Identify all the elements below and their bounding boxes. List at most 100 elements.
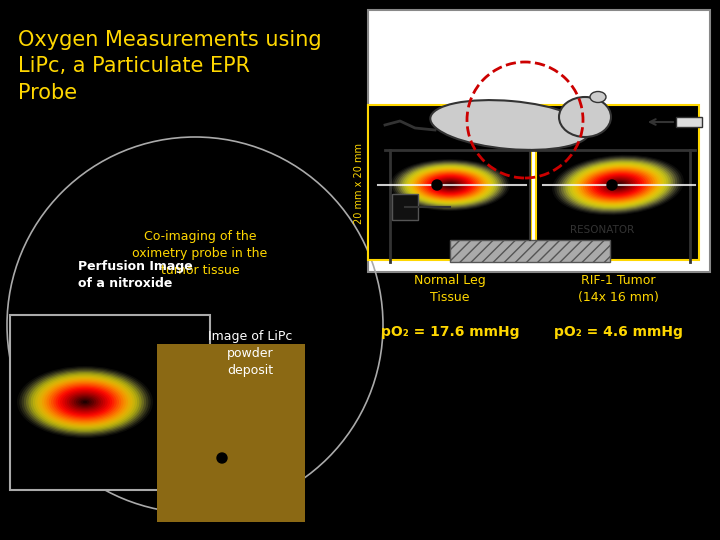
- Ellipse shape: [65, 391, 105, 413]
- Ellipse shape: [402, 164, 498, 206]
- Ellipse shape: [51, 384, 119, 420]
- Ellipse shape: [424, 174, 476, 196]
- Ellipse shape: [557, 157, 680, 213]
- Ellipse shape: [58, 388, 112, 416]
- Ellipse shape: [412, 168, 488, 201]
- Text: Normal Leg
Tissue: Normal Leg Tissue: [414, 274, 486, 304]
- Text: RESONATOR: RESONATOR: [570, 225, 634, 235]
- Ellipse shape: [19, 367, 150, 437]
- Ellipse shape: [609, 181, 627, 189]
- Ellipse shape: [554, 156, 682, 214]
- Ellipse shape: [440, 181, 460, 190]
- Ellipse shape: [78, 399, 92, 406]
- Ellipse shape: [448, 184, 452, 186]
- Ellipse shape: [414, 170, 486, 200]
- Ellipse shape: [438, 180, 462, 190]
- Ellipse shape: [394, 161, 506, 210]
- Ellipse shape: [33, 374, 137, 430]
- Ellipse shape: [390, 159, 510, 211]
- Ellipse shape: [406, 166, 494, 204]
- Circle shape: [432, 180, 442, 190]
- Text: RIF-1 Tumor
(14x 16 mm): RIF-1 Tumor (14x 16 mm): [577, 274, 658, 304]
- Bar: [157, 344, 305, 522]
- Text: Perfusion Image
of a nitroxide: Perfusion Image of a nitroxide: [78, 260, 193, 290]
- Ellipse shape: [565, 161, 671, 209]
- Ellipse shape: [428, 176, 472, 194]
- Ellipse shape: [442, 181, 458, 188]
- Ellipse shape: [607, 180, 629, 190]
- Ellipse shape: [592, 173, 644, 197]
- Ellipse shape: [574, 165, 662, 205]
- Ellipse shape: [410, 167, 490, 202]
- Ellipse shape: [53, 385, 117, 419]
- Ellipse shape: [55, 387, 114, 417]
- Ellipse shape: [578, 167, 657, 203]
- Ellipse shape: [67, 393, 103, 411]
- Ellipse shape: [28, 372, 142, 432]
- Ellipse shape: [40, 378, 130, 426]
- Ellipse shape: [69, 394, 101, 410]
- Ellipse shape: [580, 168, 655, 202]
- Ellipse shape: [431, 100, 590, 150]
- Text: Co-imaging of the
oximetry probe in the
tumor tissue: Co-imaging of the oximetry probe in the …: [132, 230, 268, 277]
- Ellipse shape: [613, 183, 622, 187]
- Ellipse shape: [430, 177, 470, 194]
- Ellipse shape: [600, 177, 636, 193]
- Text: pO₂ = 4.6 mmHg: pO₂ = 4.6 mmHg: [554, 325, 683, 339]
- Ellipse shape: [603, 178, 634, 192]
- Circle shape: [607, 180, 617, 190]
- Text: Oxygen Measurements using
LiPc, a Particulate EPR
Probe: Oxygen Measurements using LiPc, a Partic…: [18, 30, 322, 103]
- Ellipse shape: [570, 163, 666, 207]
- Ellipse shape: [585, 170, 651, 200]
- Ellipse shape: [559, 158, 678, 212]
- Ellipse shape: [17, 366, 153, 438]
- Ellipse shape: [408, 167, 492, 203]
- Ellipse shape: [596, 175, 640, 195]
- Bar: [536, 105, 699, 260]
- Ellipse shape: [396, 161, 504, 208]
- Ellipse shape: [588, 171, 649, 199]
- Ellipse shape: [446, 183, 454, 187]
- Ellipse shape: [598, 176, 638, 194]
- Ellipse shape: [392, 160, 508, 210]
- Ellipse shape: [81, 400, 89, 404]
- Ellipse shape: [47, 382, 124, 422]
- Ellipse shape: [42, 379, 128, 425]
- Ellipse shape: [567, 162, 668, 208]
- Ellipse shape: [398, 163, 502, 207]
- Ellipse shape: [590, 91, 606, 103]
- Ellipse shape: [418, 171, 482, 199]
- Ellipse shape: [22, 368, 148, 436]
- Text: pO₂ = 17.6 mmHg: pO₂ = 17.6 mmHg: [381, 325, 519, 339]
- Bar: [450, 240, 610, 262]
- Ellipse shape: [552, 155, 684, 215]
- Ellipse shape: [416, 170, 484, 200]
- Ellipse shape: [30, 373, 140, 431]
- Ellipse shape: [611, 182, 624, 188]
- Ellipse shape: [63, 390, 108, 414]
- Ellipse shape: [616, 184, 620, 186]
- Text: Image of LiPc
powder
deposit: Image of LiPc powder deposit: [208, 330, 292, 377]
- Bar: [392, 194, 418, 220]
- Ellipse shape: [35, 376, 135, 428]
- Ellipse shape: [444, 183, 456, 187]
- Ellipse shape: [594, 174, 642, 196]
- Ellipse shape: [432, 177, 468, 193]
- Ellipse shape: [26, 371, 144, 433]
- Ellipse shape: [605, 179, 631, 191]
- Ellipse shape: [83, 401, 87, 403]
- Bar: [10, 315, 210, 490]
- Ellipse shape: [583, 169, 653, 201]
- Ellipse shape: [400, 163, 500, 207]
- Ellipse shape: [590, 172, 647, 198]
- Ellipse shape: [434, 178, 466, 192]
- Ellipse shape: [76, 397, 94, 407]
- Ellipse shape: [71, 395, 99, 409]
- Ellipse shape: [563, 160, 673, 210]
- Ellipse shape: [60, 389, 110, 415]
- Ellipse shape: [73, 396, 96, 408]
- Ellipse shape: [572, 164, 664, 206]
- Ellipse shape: [559, 97, 611, 137]
- Ellipse shape: [24, 369, 146, 434]
- Text: 20 mm x 20 mm: 20 mm x 20 mm: [354, 143, 364, 224]
